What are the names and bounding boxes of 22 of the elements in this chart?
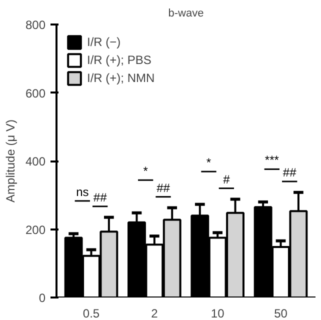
annotation: ## [93, 190, 108, 204]
x-tick-label: 0.5 [82, 306, 100, 320]
y-tick-label: 600 [25, 86, 46, 100]
x-tick-label: 2 [151, 306, 158, 320]
y-tick-label: 0 [38, 291, 46, 305]
legend-label: I/R (+); PBS [87, 53, 152, 67]
annotation: *** [264, 153, 280, 168]
legend-label: I/R (+); NMN [87, 71, 155, 85]
annotation: * [206, 156, 212, 170]
y-tick-label: 400 [25, 154, 46, 168]
x-tick-label: 50 [274, 306, 288, 320]
annotation: ns [76, 184, 89, 199]
annotation: * [143, 164, 148, 178]
y-tick-label: 800 [25, 18, 46, 32]
annotation: ## [282, 165, 297, 180]
y-tick-label: 200 [25, 222, 46, 237]
annotation: ## [156, 180, 170, 195]
annotation: # [223, 172, 230, 186]
y-axis-title: Amplitude (μ V) [3, 120, 18, 202]
legend-label: I/R (−) [87, 35, 121, 49]
chart-title: b-wave [168, 8, 204, 20]
x-tick-label: 10 [210, 306, 225, 320]
